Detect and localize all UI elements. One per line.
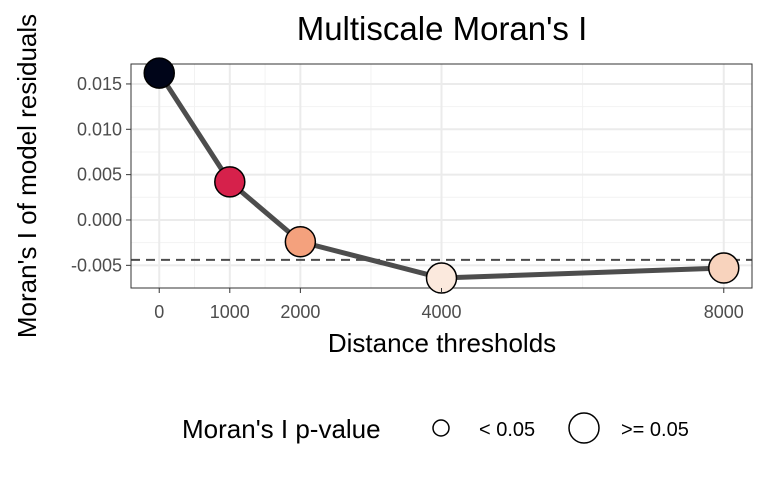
y-tick-label: 0.005 bbox=[77, 165, 122, 185]
y-tick-label: -0.005 bbox=[71, 255, 122, 275]
x-tick-label: 1000 bbox=[210, 302, 250, 322]
x-axis-title: Distance thresholds bbox=[328, 328, 556, 358]
x-tick-label: 0 bbox=[154, 302, 164, 322]
y-tick-label: 0.010 bbox=[77, 119, 122, 139]
legend-label-small: < 0.05 bbox=[479, 419, 535, 441]
plot-panel: 0 1000 2000 4000 8000 0.015 0.010 0.005 0.000 -0.… bbox=[71, 57, 753, 322]
legend-label-large: >= 0.05 bbox=[621, 419, 689, 441]
data-point bbox=[425, 262, 458, 294]
x-tick-label: 8000 bbox=[704, 302, 744, 322]
legend: Moran's I p-value < 0.05 >= 0.05 bbox=[182, 412, 689, 444]
data-point bbox=[143, 57, 175, 89]
y-axis-title: Moran's I of model residuals bbox=[12, 14, 42, 338]
x-tick-label: 2000 bbox=[280, 302, 320, 322]
y-tick-label: 0.015 bbox=[77, 74, 122, 94]
data-point bbox=[284, 225, 317, 258]
chart-title: Multiscale Moran's I bbox=[297, 10, 588, 47]
legend-key-large-circle bbox=[568, 412, 600, 444]
data-point bbox=[214, 166, 246, 198]
x-tick-label: 4000 bbox=[421, 302, 461, 322]
y-tick-label: 0.000 bbox=[77, 210, 122, 230]
legend-title: Moran's I p-value bbox=[182, 414, 381, 444]
legend-key-small-circle bbox=[432, 419, 450, 437]
data-point bbox=[708, 252, 740, 284]
